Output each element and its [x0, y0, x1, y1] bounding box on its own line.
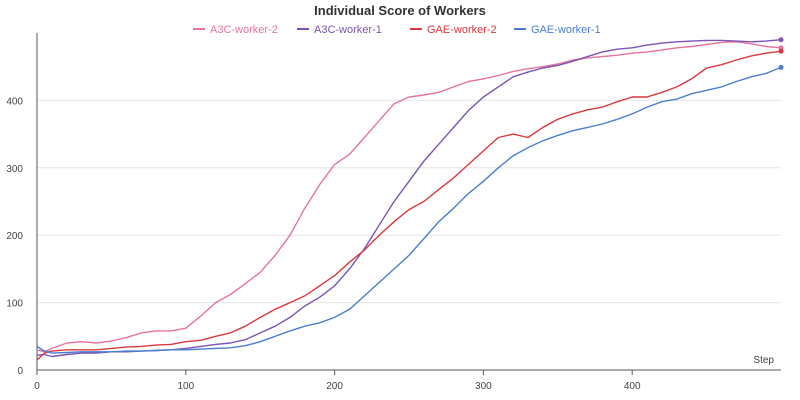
legend: A3C-worker-2 A3C-worker-1 GAE-worker-2 GAE-… — [193, 24, 601, 36]
x-tick-label: 200 — [326, 381, 343, 392]
axes: 0 100 200 300 400 0 100 200 300 400 — [6, 33, 781, 392]
legend-label: GAE-worker-2 — [427, 24, 497, 36]
series-line-gae-worker-1 — [36, 66, 782, 354]
series-line-a3c-worker-2 — [36, 41, 782, 353]
legend-label: A3C-worker-1 — [314, 24, 382, 36]
chart-title: Individual Score of Workers — [314, 3, 486, 18]
y-tick-label: 100 — [6, 299, 23, 310]
x-tick-label: 100 — [177, 381, 194, 392]
series-line-a3c-worker-1 — [36, 39, 782, 358]
series-end-point — [778, 37, 784, 43]
legend-item[interactable]: A3C-worker-2 — [193, 24, 278, 36]
gridlines — [37, 99, 781, 304]
series-line-gae-worker-2 — [36, 50, 782, 361]
legend-item[interactable]: A3C-worker-1 — [297, 24, 382, 36]
legend-label: A3C-worker-2 — [210, 24, 278, 36]
x-tick-label: 400 — [624, 381, 641, 392]
series-lines — [36, 37, 784, 361]
y-tick-label: 0 — [17, 366, 23, 377]
y-tick-label: 400 — [6, 96, 23, 107]
series-end-point — [778, 64, 784, 70]
x-tick-label: 300 — [475, 381, 492, 392]
y-tick-label: 200 — [6, 231, 23, 242]
legend-item[interactable]: GAE-worker-1 — [514, 24, 601, 36]
y-tick-label: 300 — [6, 164, 23, 175]
series-end-point — [778, 48, 784, 54]
x-tick-label: 0 — [34, 381, 40, 392]
legend-label: GAE-worker-1 — [531, 24, 601, 36]
legend-item[interactable]: GAE-worker-2 — [410, 24, 497, 36]
x-axis-label: Step — [753, 355, 774, 366]
